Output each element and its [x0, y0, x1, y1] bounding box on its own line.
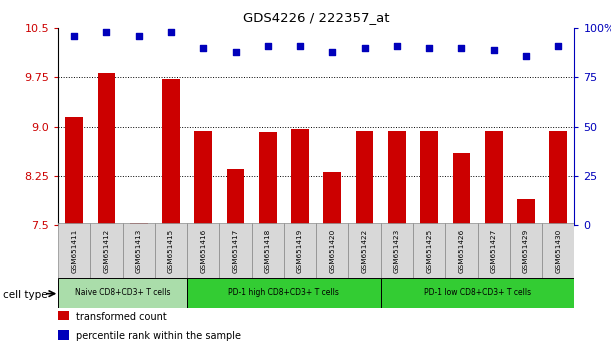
Bar — [58, 278, 187, 308]
Bar — [187, 278, 381, 308]
Bar — [162, 79, 180, 225]
Bar — [356, 131, 373, 225]
Point — [521, 53, 531, 59]
Text: GSM651417: GSM651417 — [233, 228, 238, 273]
Text: GSM651416: GSM651416 — [200, 228, 207, 273]
Text: GSM651411: GSM651411 — [71, 228, 77, 273]
Bar — [542, 223, 574, 278]
Bar — [130, 223, 148, 225]
Point — [456, 45, 466, 51]
Bar — [194, 131, 212, 225]
Bar — [187, 223, 219, 278]
Point — [424, 45, 434, 51]
Bar — [123, 223, 155, 278]
Bar — [90, 223, 123, 278]
Text: percentile rank within the sample: percentile rank within the sample — [76, 331, 241, 341]
Bar — [510, 223, 542, 278]
Bar — [58, 223, 90, 278]
Bar — [381, 223, 413, 278]
Text: GSM651420: GSM651420 — [329, 228, 335, 273]
Bar — [381, 278, 574, 308]
Bar — [453, 153, 470, 225]
Title: GDS4226 / 222357_at: GDS4226 / 222357_at — [243, 11, 389, 24]
Text: GSM651415: GSM651415 — [168, 228, 174, 273]
Bar — [348, 223, 381, 278]
Bar — [65, 117, 83, 225]
Text: GSM651425: GSM651425 — [426, 228, 432, 273]
Point — [166, 29, 176, 35]
Text: cell type: cell type — [3, 290, 48, 299]
Bar — [98, 73, 115, 225]
Bar — [445, 223, 478, 278]
Text: GSM651419: GSM651419 — [297, 228, 303, 273]
Bar — [227, 169, 244, 225]
Text: GSM651429: GSM651429 — [523, 228, 529, 273]
Text: GSM651427: GSM651427 — [491, 228, 497, 273]
Bar — [259, 132, 277, 225]
Bar — [413, 223, 445, 278]
Point — [134, 33, 144, 39]
Bar — [388, 131, 406, 225]
Text: PD-1 high CD8+CD3+ T cells: PD-1 high CD8+CD3+ T cells — [229, 289, 339, 297]
Point — [199, 45, 208, 51]
Text: GSM651430: GSM651430 — [555, 228, 562, 273]
Bar — [316, 223, 348, 278]
Text: GSM651423: GSM651423 — [394, 228, 400, 273]
Point — [101, 29, 111, 35]
Bar — [323, 172, 341, 225]
Bar — [485, 131, 502, 225]
Point — [489, 47, 499, 53]
Point — [327, 49, 337, 55]
Text: GSM651422: GSM651422 — [362, 228, 368, 273]
Bar — [478, 223, 510, 278]
Point — [554, 43, 563, 49]
Bar — [517, 199, 535, 225]
Text: GSM651412: GSM651412 — [103, 228, 109, 273]
Bar — [284, 223, 316, 278]
Bar — [549, 131, 567, 225]
Text: transformed count: transformed count — [76, 312, 167, 322]
Text: GSM651418: GSM651418 — [265, 228, 271, 273]
Bar — [252, 223, 284, 278]
Bar — [155, 223, 187, 278]
Bar — [291, 129, 309, 225]
Text: GSM651426: GSM651426 — [458, 228, 464, 273]
Text: PD-1 low CD8+CD3+ T cells: PD-1 low CD8+CD3+ T cells — [424, 289, 531, 297]
Point — [392, 43, 402, 49]
Point — [295, 43, 305, 49]
Text: Naive CD8+CD3+ T cells: Naive CD8+CD3+ T cells — [75, 289, 170, 297]
Bar — [219, 223, 252, 278]
Bar — [420, 131, 438, 225]
Point — [360, 45, 370, 51]
Point — [230, 49, 240, 55]
Point — [69, 33, 79, 39]
Text: GSM651413: GSM651413 — [136, 228, 142, 273]
Point — [263, 43, 273, 49]
